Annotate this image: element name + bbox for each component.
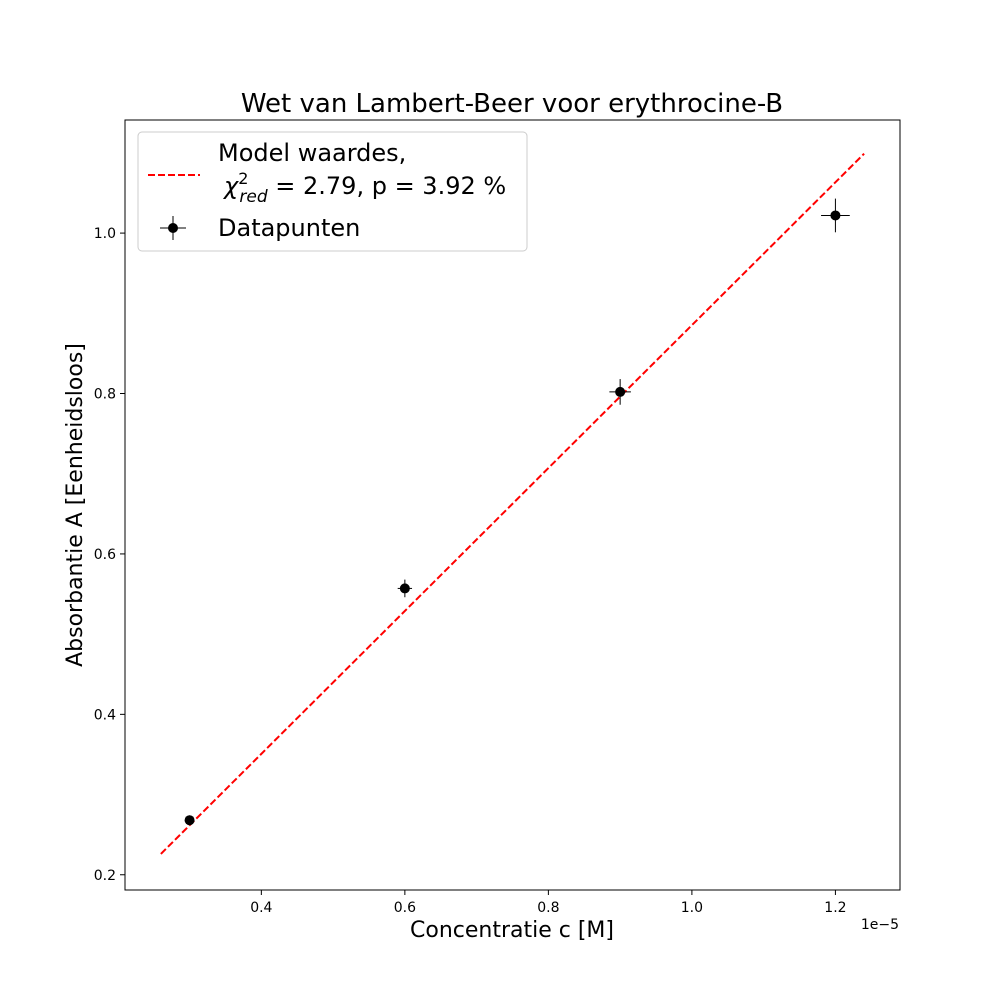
chart-title: Wet van Lambert-Beer voor erythrocine-B xyxy=(241,89,783,119)
data-point xyxy=(399,583,410,594)
legend-data-label: Datapunten xyxy=(218,214,360,242)
legend-chi-symbol: χ xyxy=(222,172,239,200)
axes-frame xyxy=(124,119,901,891)
legend-box xyxy=(137,131,528,252)
x-axis-label: Concentratie c [M] xyxy=(410,918,614,943)
legend-model-stats: χ2 red = 2.79, p = 3.92 % xyxy=(222,169,506,207)
y-tick-label: 0.4 xyxy=(94,707,116,723)
x-tick-label: 0.8 xyxy=(537,900,559,916)
legend-chi-sub: red xyxy=(239,187,267,207)
x-tick-label: 0.4 xyxy=(250,900,272,916)
legend-data-marker xyxy=(168,223,178,233)
series-layer xyxy=(160,152,865,855)
x-offset-text: 1e−5 xyxy=(861,917,899,933)
y-tick-label: 0.8 xyxy=(94,387,116,403)
y-tick-label: 0.2 xyxy=(94,868,116,884)
x-tick-label: 1.0 xyxy=(681,900,703,916)
x-axis-ticks: 0.4 0.6 0.8 1.0 1.2 xyxy=(250,890,847,916)
plot-area xyxy=(124,119,901,891)
legend-model-label: Model waardes, xyxy=(218,139,406,167)
x-tick-label: 1.2 xyxy=(824,900,846,916)
legend-chi-rest: = 2.79, p = 3.92 % xyxy=(268,172,507,200)
y-tick-label: 1.0 xyxy=(94,226,116,242)
legend-chi-sup: 2 xyxy=(238,169,248,188)
x-tick-label: 0.6 xyxy=(394,900,416,916)
legend: Model waardes, χ2 red = 2.79, p = 3.92 % … xyxy=(137,131,528,252)
data-point xyxy=(184,815,195,826)
y-axis-ticks: 0.2 0.4 0.6 0.8 1.0 xyxy=(94,226,125,884)
data-point xyxy=(830,210,841,221)
y-axis-label: Absorbantie A [Eenheidsloos] xyxy=(63,343,88,667)
data-point xyxy=(615,386,626,397)
y-tick-label: 0.6 xyxy=(94,547,116,563)
model-fit-line xyxy=(160,152,865,855)
